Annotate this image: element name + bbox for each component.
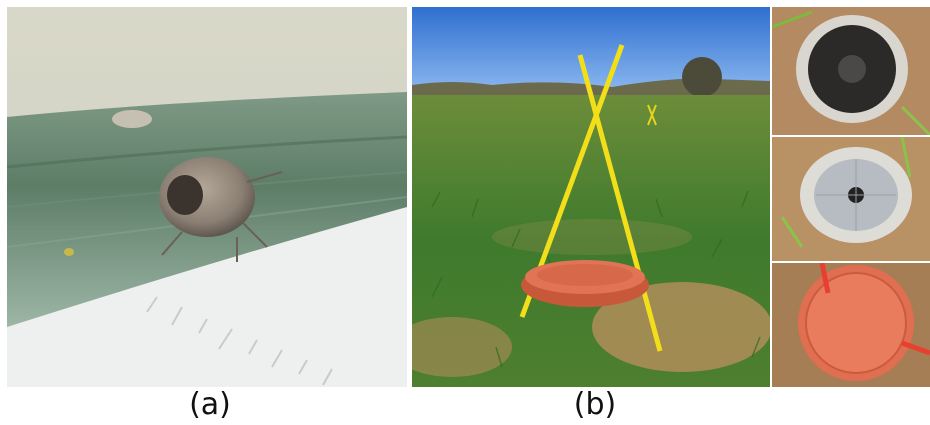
photo-pitfall-trap-funnel: [772, 137, 930, 261]
caption-b: (b): [573, 387, 617, 422]
photo-aphid-on-leaf: [7, 7, 407, 387]
photo-pitfall-trap-covered: [772, 263, 930, 387]
photo-pitfall-trap-open: [772, 7, 930, 135]
photo-field-trap: [412, 7, 770, 387]
caption-a: (a): [189, 387, 231, 422]
